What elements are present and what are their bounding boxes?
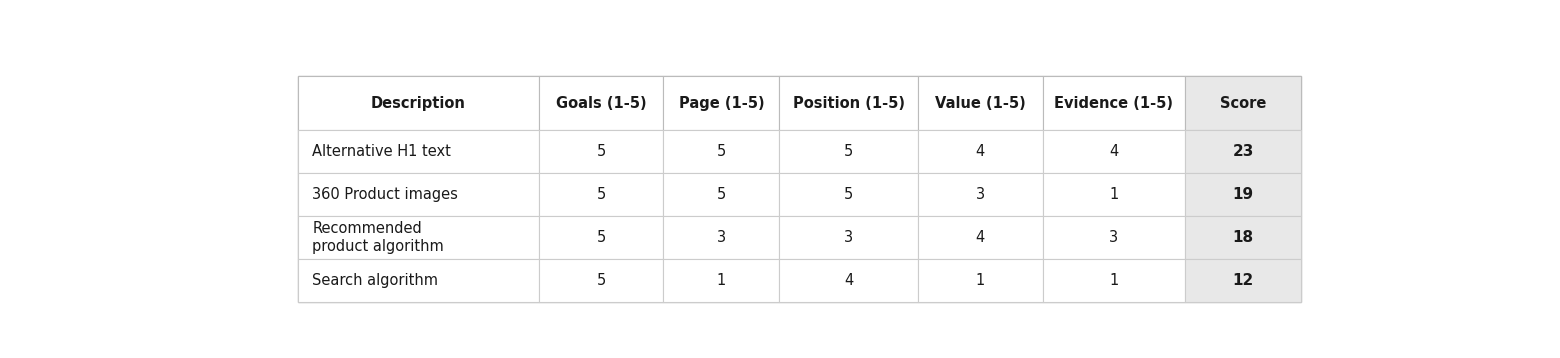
Text: 5: 5 [596,230,605,245]
Text: 3: 3 [975,187,984,202]
Bar [663,130,780,173]
Text: 23: 23 [1232,144,1254,159]
Bar [1186,216,1301,259]
Text: 4: 4 [844,273,853,288]
Bar [1186,259,1301,302]
Text: 5: 5 [718,144,725,159]
Bar [298,173,538,216]
Text: 1: 1 [975,273,984,288]
Bar [663,76,780,130]
Text: Recommended
product algorithm: Recommended product algorithm [312,222,445,254]
Bar [538,259,663,302]
Bar [298,76,1301,302]
Text: 1: 1 [1109,273,1119,288]
Bar [1042,259,1186,302]
Text: 5: 5 [844,144,853,159]
Bar [298,76,538,130]
Text: 3: 3 [718,230,725,245]
Bar [1186,76,1301,130]
Text: 1: 1 [718,273,725,288]
Text: 5: 5 [718,187,725,202]
Text: 5: 5 [844,187,853,202]
Text: Position (1-5): Position (1-5) [792,96,905,111]
Bar [663,259,780,302]
Text: 5: 5 [596,144,605,159]
Text: 12: 12 [1232,273,1254,288]
Text: Description: Description [371,96,465,111]
Bar [298,130,538,173]
Text: 5: 5 [596,187,605,202]
Text: Goals (1-5): Goals (1-5) [555,96,646,111]
Text: 1: 1 [1109,187,1119,202]
Text: Score: Score [1220,96,1267,111]
Bar [1186,173,1301,216]
Bar [1186,130,1301,173]
Bar [538,173,663,216]
Text: 360 Product images: 360 Product images [312,187,459,202]
Text: Search algorithm: Search algorithm [312,273,438,288]
Text: 18: 18 [1232,230,1254,245]
Bar [1042,216,1186,259]
Bar [538,216,663,259]
Text: 3: 3 [1109,230,1119,245]
Bar [1042,76,1186,130]
Text: 3: 3 [844,230,853,245]
Text: 19: 19 [1232,187,1254,202]
Bar [663,173,780,216]
Bar [780,130,917,173]
Text: 4: 4 [1109,144,1119,159]
Bar [917,259,1042,302]
Bar [917,130,1042,173]
Bar [780,216,917,259]
Text: Page (1-5): Page (1-5) [679,96,764,111]
Text: 4: 4 [975,144,984,159]
Bar [780,76,917,130]
Bar [298,259,538,302]
Text: Evidence (1-5): Evidence (1-5) [1055,96,1173,111]
Text: Alternative H1 text: Alternative H1 text [312,144,451,159]
Bar [298,216,538,259]
Text: Value (1-5): Value (1-5) [934,96,1025,111]
Bar [917,173,1042,216]
Bar [538,76,663,130]
Bar [538,130,663,173]
Text: 4: 4 [975,230,984,245]
Bar [1042,130,1186,173]
Bar [1042,173,1186,216]
Bar [780,173,917,216]
Text: 5: 5 [596,273,605,288]
Bar [663,216,780,259]
Bar [780,259,917,302]
Bar [917,76,1042,130]
Bar [917,216,1042,259]
